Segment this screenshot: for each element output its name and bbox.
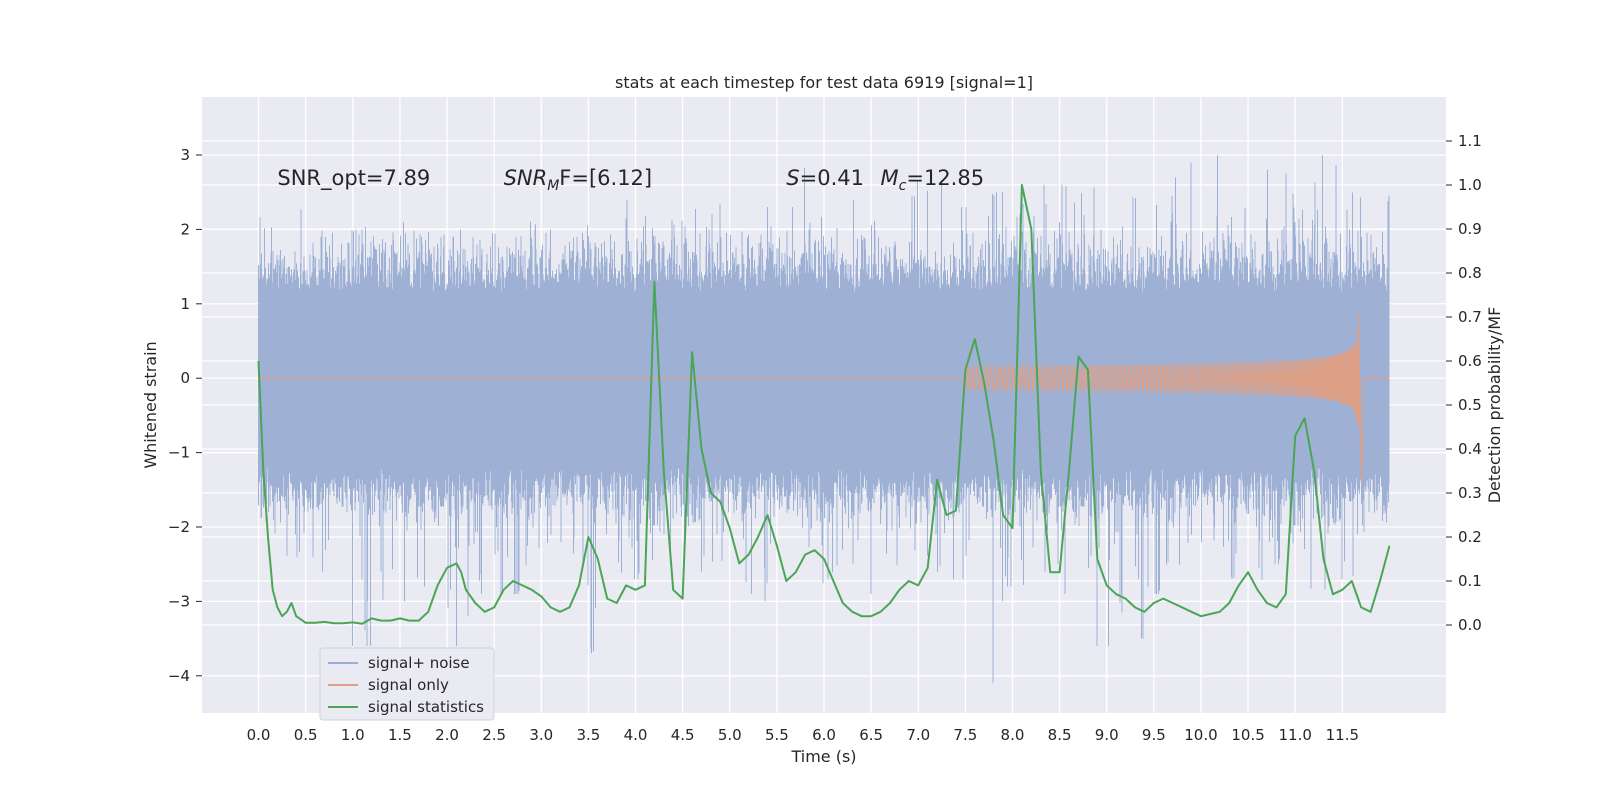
y-right-tick-label: 0.5 bbox=[1458, 396, 1482, 414]
y-right-tick-label: 1.1 bbox=[1458, 132, 1482, 150]
signal-statistics-series bbox=[257, 184, 1391, 625]
legend-entry: signal only bbox=[368, 676, 449, 694]
x-tick-label: 1.0 bbox=[341, 726, 365, 744]
annotation-text: SNR_opt=7.89 bbox=[277, 166, 430, 191]
annotation-rest: F=[6.12] bbox=[559, 166, 652, 190]
x-tick-label: 2.0 bbox=[435, 726, 459, 744]
y-tick-label: −3 bbox=[168, 592, 190, 610]
y-right-tick-label: 0.2 bbox=[1458, 528, 1482, 546]
x-tick-label: 9.5 bbox=[1142, 726, 1166, 744]
annotation-rest: =0.41 bbox=[800, 166, 864, 190]
annotation-subscript: c bbox=[899, 178, 907, 194]
tick-labels: 0.0 0.5 1.0 1.5 2.0 2.5 3.0 3.5 4.0 4.5 5.0 5.5 6.0 6… bbox=[168, 132, 1482, 744]
x-tick-label: 7.5 bbox=[953, 726, 977, 744]
x-tick-label: 0.5 bbox=[294, 726, 318, 744]
y-right-tick-label: 0.3 bbox=[1458, 484, 1482, 502]
annotation-subscript: M bbox=[547, 178, 559, 194]
annotation-text: Mc=12.85 bbox=[881, 166, 985, 194]
x-tick-label: 2.5 bbox=[482, 726, 506, 744]
x-tick-label: 4.5 bbox=[671, 726, 695, 744]
x-tick-label: 5.0 bbox=[718, 726, 742, 744]
annotation-head: M bbox=[881, 166, 899, 190]
chart-title: stats at each timestep for test data 691… bbox=[615, 73, 1033, 92]
y-right-tick-label: 1.0 bbox=[1458, 176, 1482, 194]
x-tick-label: 11.0 bbox=[1279, 726, 1312, 744]
annotation-head: S bbox=[786, 166, 799, 190]
x-tick-label: 6.5 bbox=[859, 726, 883, 744]
y-tick-label: 0 bbox=[180, 369, 190, 387]
legend-entry: signal+ noise bbox=[368, 654, 470, 672]
annotation-text: S=0.41 bbox=[786, 166, 864, 190]
x-tick-label: 6.0 bbox=[812, 726, 836, 744]
x-tick-label: 3.0 bbox=[529, 726, 553, 744]
y-tick-label: −2 bbox=[168, 518, 190, 536]
x-tick-label: 10.5 bbox=[1231, 726, 1264, 744]
x-tick-label: 4.0 bbox=[624, 726, 648, 744]
y-right-tick-label: 0.6 bbox=[1458, 352, 1482, 370]
x-tick-label: 11.5 bbox=[1326, 726, 1359, 744]
y-axis-right-label: Detection probability/MF bbox=[1485, 307, 1504, 504]
y-right-tick-label: 0.8 bbox=[1458, 264, 1482, 282]
x-tick-label: 0.0 bbox=[247, 726, 271, 744]
annotation-text: SNRMF=[6.12] bbox=[504, 166, 653, 194]
x-tick-label: 7.0 bbox=[906, 726, 930, 744]
x-tick-label: 8.0 bbox=[1001, 726, 1025, 744]
y-tick-label: 2 bbox=[180, 220, 190, 238]
y-tick-label: −4 bbox=[168, 667, 190, 685]
y-right-tick-label: 0.9 bbox=[1458, 220, 1482, 238]
y-right-tick-label: 0.1 bbox=[1458, 572, 1482, 590]
annotations: SNR_opt=7.89 SNRMF=[6.12] S=0.41 Mc=12.85 bbox=[277, 166, 984, 194]
y-right-tick-label: 0.0 bbox=[1458, 616, 1482, 634]
signal-statistics-line bbox=[257, 184, 1391, 625]
x-tick-label: 3.5 bbox=[576, 726, 600, 744]
x-tick-label: 8.5 bbox=[1048, 726, 1072, 744]
signal-only-series bbox=[258, 314, 1390, 483]
y-axis-label: Whitened strain bbox=[141, 341, 160, 468]
annotation-rest: =12.85 bbox=[906, 166, 984, 190]
x-tick-label: 1.5 bbox=[388, 726, 412, 744]
y-right-tick-label: 0.7 bbox=[1458, 308, 1482, 326]
y-right-tick-label: 0.4 bbox=[1458, 440, 1482, 458]
x-tick-label: 9.0 bbox=[1095, 726, 1119, 744]
x-axis-label: Time (s) bbox=[790, 747, 856, 766]
y-tick-label: 1 bbox=[180, 295, 190, 313]
x-tick-label: 10.0 bbox=[1184, 726, 1217, 744]
y-tick-label: 3 bbox=[180, 146, 190, 164]
legend-entry: signal statistics bbox=[368, 698, 484, 716]
legend: signal+ noise signal only signal statistic… bbox=[319, 647, 495, 721]
annotation-head: SNR bbox=[504, 166, 548, 190]
legend-box bbox=[319, 647, 495, 721]
y-tick-label: −1 bbox=[168, 444, 190, 462]
signal-only-line bbox=[258, 314, 1390, 483]
x-tick-label: 5.5 bbox=[765, 726, 789, 744]
